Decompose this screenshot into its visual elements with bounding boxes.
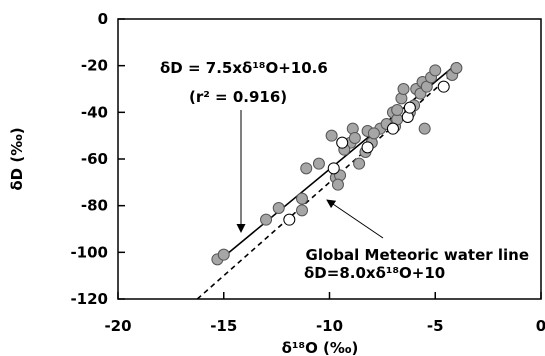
filled-data-point [450, 62, 463, 74]
y-tick-label: -20 [81, 57, 108, 75]
x-axis-label: δ¹⁸O (‰) [282, 339, 359, 356]
x-tick-label: -10 [316, 317, 343, 335]
open-data-point [336, 136, 349, 149]
open-data-point [403, 101, 416, 114]
regression-equation: δD = 7.5xδ¹⁸O+10.6 [160, 59, 328, 77]
filled-data-point [217, 248, 230, 261]
gmwl-equation: δD=8.0xδ¹⁸O+10 [304, 264, 445, 282]
open-data-point [361, 141, 374, 154]
filled-data-point [325, 129, 338, 142]
open-data-point [327, 162, 340, 175]
x-axis: -20 -15 -10 -5 0 [104, 292, 545, 335]
x-tick-label: -20 [104, 317, 131, 335]
y-tick-label: -60 [81, 150, 108, 168]
filled-data-point [429, 64, 442, 77]
filled-data-point [397, 83, 410, 95]
x-tick-label: -5 [427, 317, 444, 335]
gmwl-label: Global Meteoric water line [306, 246, 529, 264]
y-axis-label: δD (‰) [8, 127, 26, 190]
filled-data-point [391, 104, 404, 116]
y-axis: 0 -20 -40 -60 -80 -100 -120 [70, 10, 125, 308]
y-tick-label: -80 [81, 197, 108, 215]
x-tick-label: 0 [536, 317, 545, 335]
open-data-point [386, 122, 399, 135]
y-tick-label: -100 [70, 243, 108, 261]
filled-data-point [296, 204, 309, 217]
filled-data-point [272, 202, 285, 214]
r-squared-label: (r² = 0.916) [189, 88, 287, 106]
filled-data-point [300, 162, 313, 175]
filled-data-point [260, 213, 273, 226]
filled-data-point [353, 157, 366, 170]
filled-data-point [312, 157, 325, 170]
y-tick-label: 0 [98, 10, 108, 28]
open-data-point [437, 80, 450, 93]
open-data-point [283, 213, 296, 226]
y-tick-label: -40 [81, 103, 108, 121]
filled-data-point [348, 132, 361, 144]
filled-data-point [296, 192, 309, 205]
filled-data-point [418, 122, 431, 135]
gmwl-arrow [326, 199, 384, 239]
data-points [211, 62, 463, 266]
filled-data-point [331, 178, 344, 191]
gmwl-line [196, 65, 463, 300]
x-tick-label: -15 [210, 317, 237, 335]
filled-data-point [367, 127, 380, 140]
y-tick-label: -120 [70, 290, 108, 308]
